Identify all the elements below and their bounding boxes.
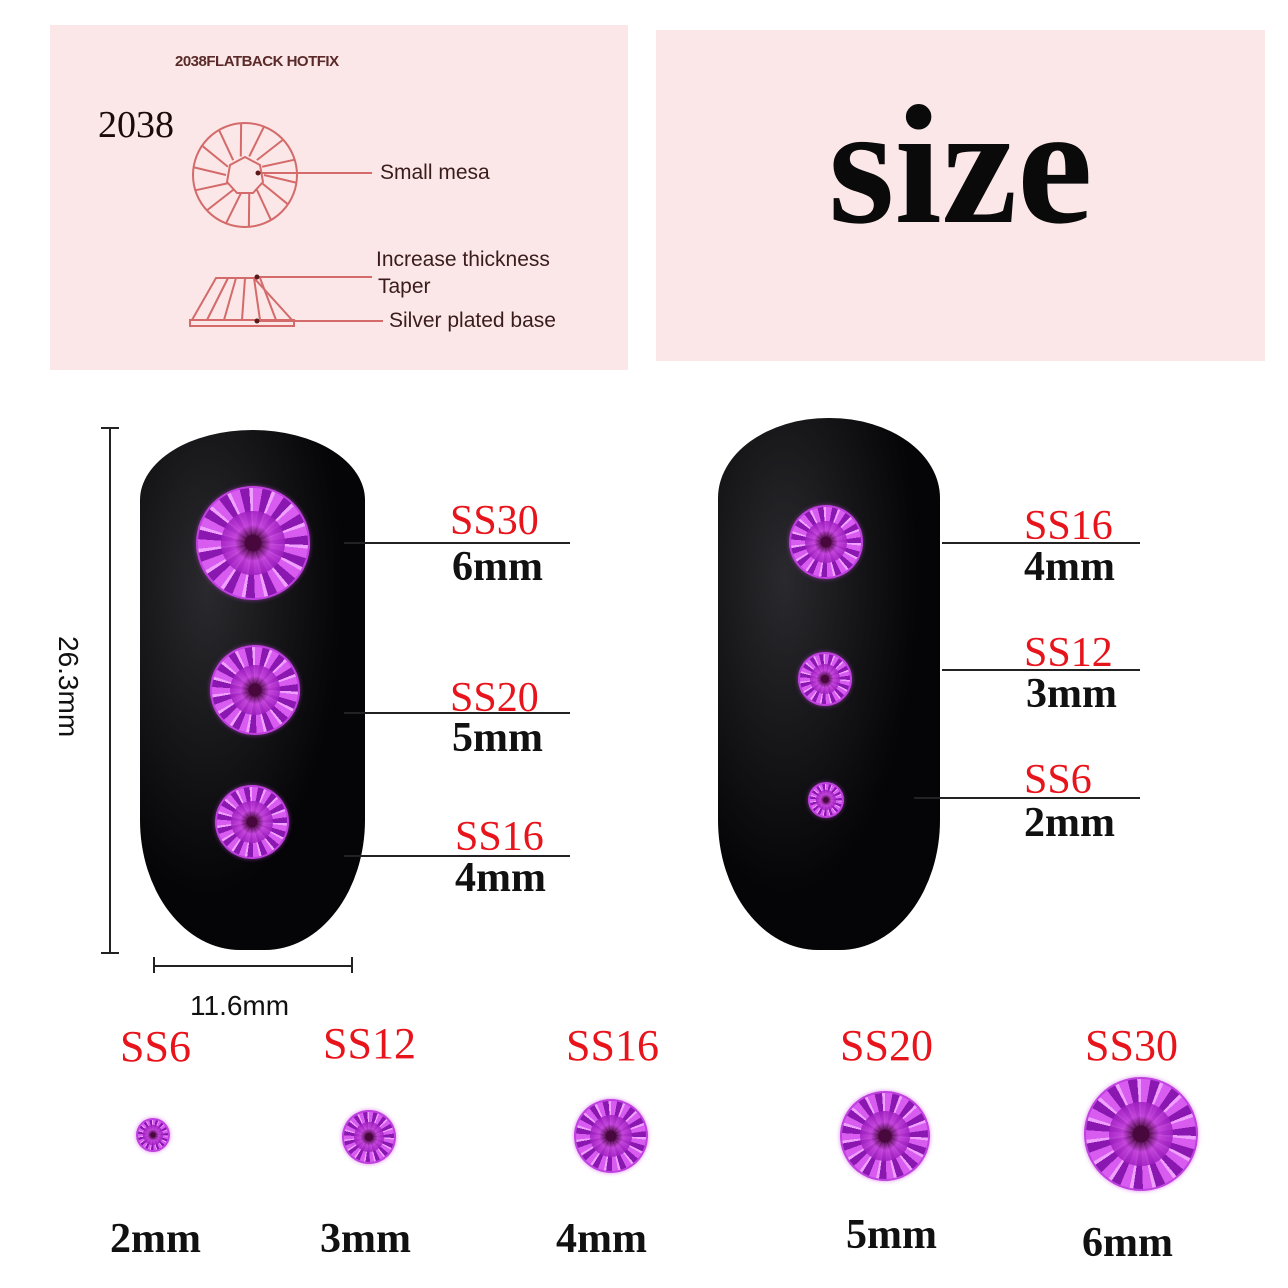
size-mm: 4mm (455, 855, 546, 901)
leader-line (914, 797, 1140, 799)
leader-line (344, 855, 570, 857)
size-mm: 3mm (320, 1216, 411, 1262)
model-number: 2038 (98, 104, 174, 146)
width-label: 11.6mm (190, 990, 290, 1021)
diagram-heading: 2038FLATBACK HOTFIX (175, 53, 339, 70)
facet-line (225, 193, 242, 224)
facet-line (193, 166, 227, 176)
rhinestone-diagram (189, 122, 383, 327)
gem-ss12 (342, 1110, 396, 1164)
page-title: size (828, 71, 1093, 259)
label-small-mesa: Small mesa (380, 161, 490, 184)
gem-ss16 (789, 505, 863, 579)
facet-line (248, 126, 265, 157)
facet-line (206, 189, 234, 212)
size-code: SS6 (1024, 757, 1092, 803)
facet-line (195, 182, 229, 192)
size-code: SS16 (455, 814, 544, 860)
facet-line (218, 129, 235, 161)
size-mm: 5mm (452, 715, 543, 761)
size-code: SS20 (450, 675, 539, 721)
size-code: SS16 (566, 1021, 659, 1070)
size-mm: 2mm (110, 1216, 201, 1262)
size-code: SS6 (120, 1022, 191, 1071)
size-code: SS12 (323, 1019, 416, 1068)
facet-line (261, 182, 289, 206)
gem-ss30 (1084, 1077, 1198, 1191)
label-base: Silver plated base (389, 309, 556, 332)
gem-ss20 (840, 1091, 930, 1181)
label-taper: Taper (378, 275, 431, 298)
height-tick-top (101, 427, 119, 429)
leader-line (344, 542, 570, 544)
size-code: SS30 (450, 498, 539, 544)
size-mm: 5mm (846, 1212, 937, 1258)
facet-line (263, 174, 297, 184)
facet-line (255, 189, 272, 221)
facet-line (256, 138, 284, 161)
gem-ss20 (210, 645, 300, 735)
size-mm: 6mm (1082, 1220, 1173, 1266)
size-code: SS20 (840, 1021, 933, 1070)
facet-line (261, 158, 295, 168)
gem-ss16 (574, 1099, 648, 1173)
size-mm: 6mm (452, 544, 543, 590)
height-label: 26.3mm (53, 636, 84, 738)
leader-line (942, 669, 1140, 671)
size-code: SS30 (1085, 1021, 1178, 1070)
width-tick-left (153, 957, 155, 973)
leader-line (344, 712, 570, 714)
title-panel: size (656, 30, 1265, 361)
size-mm: 2mm (1024, 800, 1115, 846)
gem-ss16 (215, 785, 289, 859)
label-increase-thickness: Increase thickness (376, 248, 550, 271)
size-code: SS12 (1024, 630, 1113, 676)
facet-line (201, 144, 229, 168)
diagram-panel: 2038FLATBACK HOTFIX 2038 Small mesa Incr… (50, 25, 628, 370)
height-dimension-line (109, 427, 111, 954)
gem-ss6 (808, 782, 844, 818)
gem-ss30 (196, 486, 310, 600)
leader-line (942, 542, 1140, 544)
size-mm: 4mm (556, 1216, 647, 1262)
size-mm: 3mm (1026, 671, 1117, 717)
width-tick-right (351, 957, 353, 973)
gem-ss6 (136, 1118, 170, 1152)
gem-ss12 (798, 652, 852, 706)
width-dimension-line (154, 965, 352, 967)
height-tick-bottom (101, 952, 119, 954)
size-code: SS16 (1024, 503, 1113, 549)
size-mm: 4mm (1024, 544, 1115, 590)
